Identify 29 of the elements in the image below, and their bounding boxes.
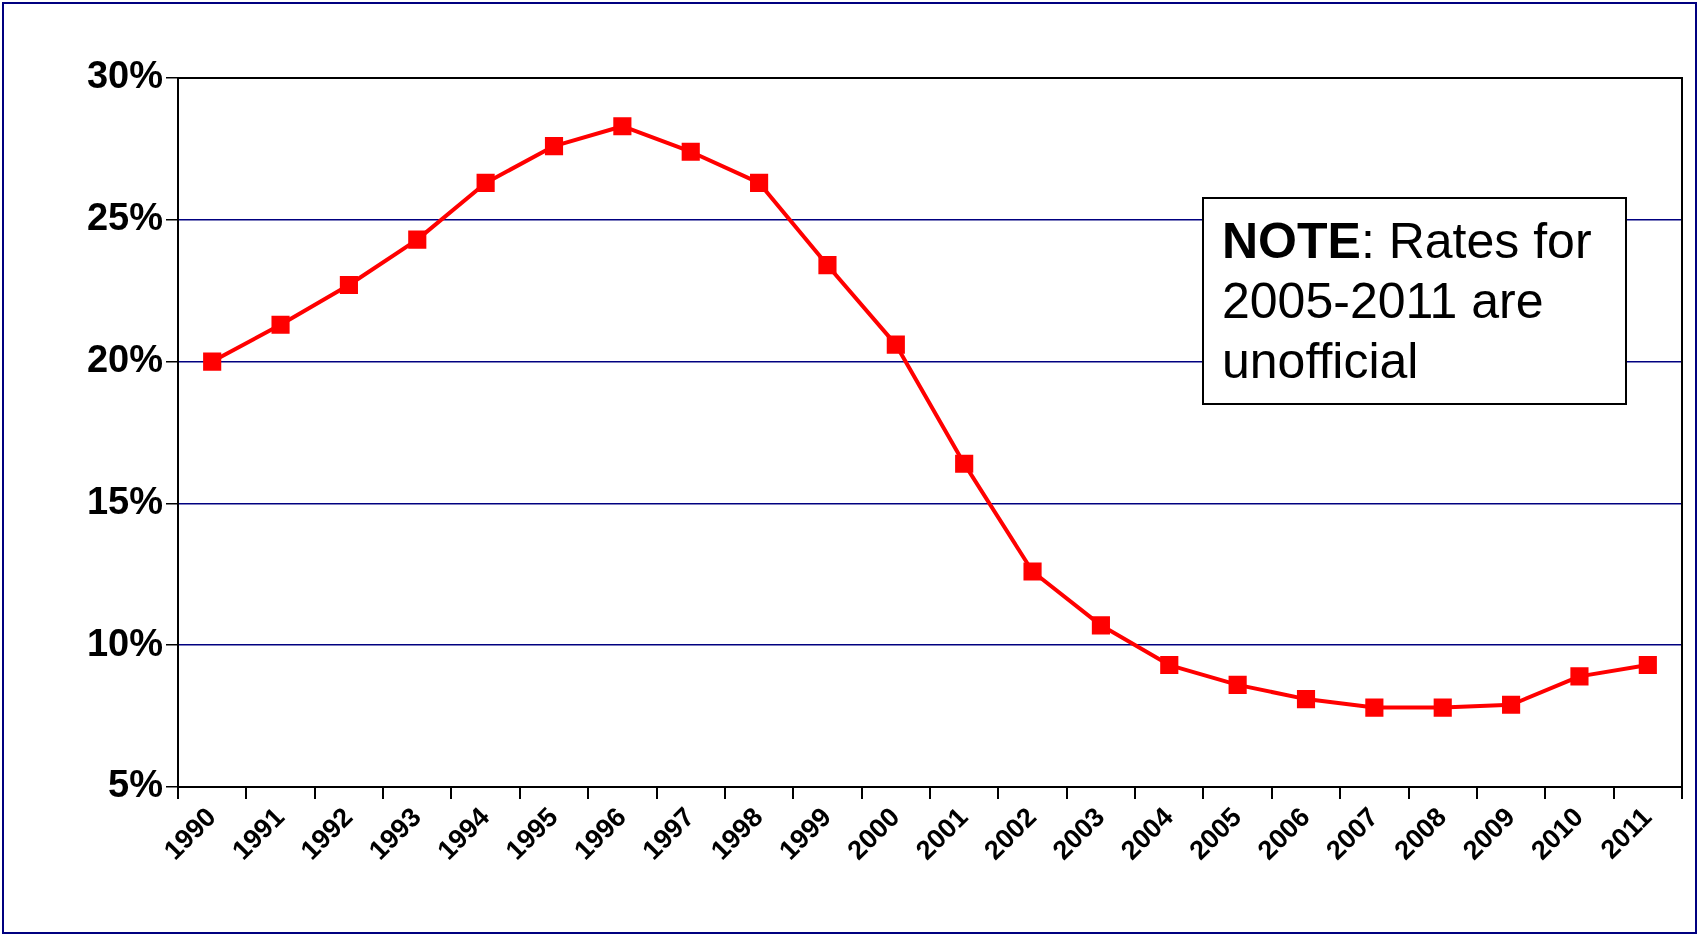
- point: [203, 352, 222, 371]
- point: [750, 173, 769, 192]
- point: [476, 173, 495, 192]
- point: [339, 275, 358, 295]
- point: [1570, 667, 1589, 686]
- y-tick-label: 10%: [86, 621, 163, 664]
- point: [1160, 655, 1179, 675]
- y-tick-label: 20%: [86, 338, 163, 381]
- point: [544, 136, 564, 156]
- y-tick-label: 25%: [86, 196, 163, 239]
- point: [1023, 562, 1042, 581]
- point: [681, 142, 700, 161]
- y-tick-label: 15%: [86, 479, 163, 522]
- point: [1638, 655, 1657, 675]
- point: [1228, 675, 1247, 694]
- point: [408, 230, 427, 249]
- point: [1502, 695, 1521, 714]
- point: [613, 117, 632, 136]
- point: [818, 256, 837, 275]
- point: [955, 454, 974, 473]
- point: [1433, 698, 1452, 717]
- point: [1296, 690, 1316, 709]
- point: [271, 315, 290, 334]
- point: [1365, 698, 1384, 717]
- point: [1091, 616, 1110, 635]
- y-tick-label: 30%: [86, 54, 163, 97]
- point: [886, 335, 905, 354]
- y-tick-label: 5%: [108, 763, 163, 806]
- annotation: NOTE: Rates for 2005-2011 are unofficial: [1202, 197, 1627, 405]
